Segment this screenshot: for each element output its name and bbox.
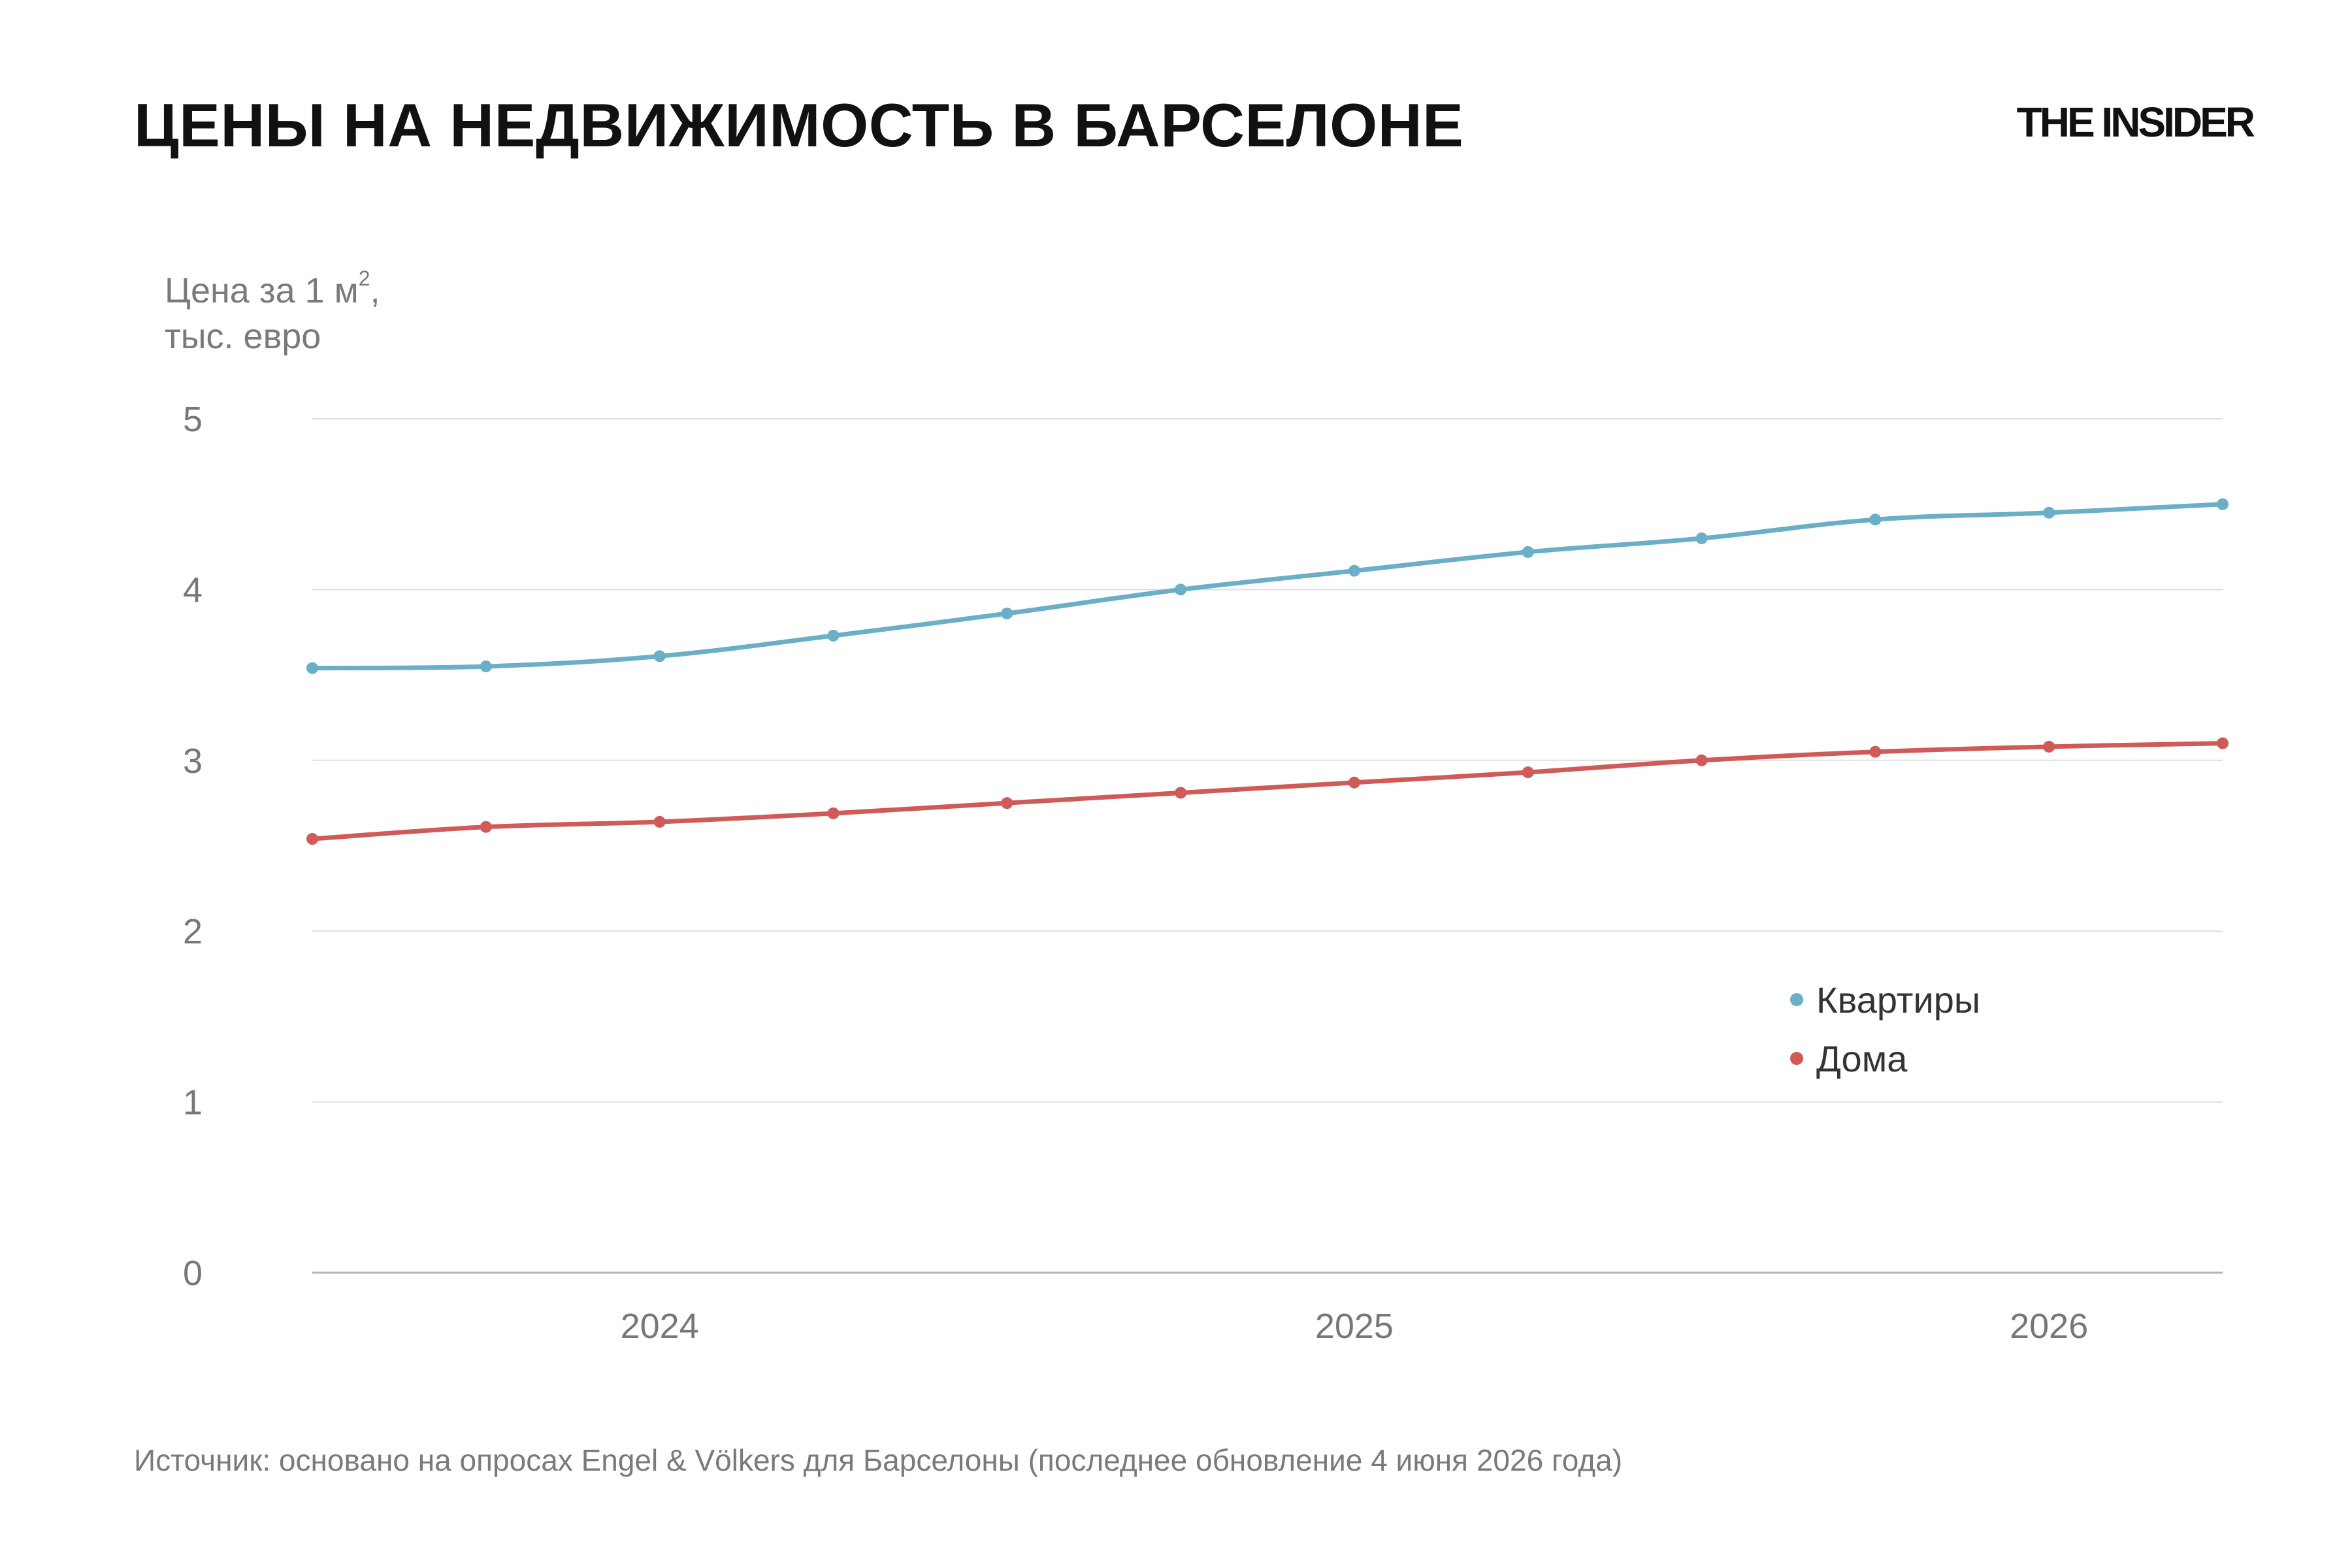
y-axis-label-superscript: 2 — [358, 267, 370, 290]
data-point — [1175, 583, 1187, 596]
data-point — [653, 815, 666, 828]
brand-logo: THE INSIDER — [2016, 99, 2255, 146]
legend-label: Квартиры — [1816, 979, 1980, 1021]
data-point — [2217, 498, 2229, 510]
data-point — [1522, 546, 1534, 558]
series-line — [310, 741, 2225, 841]
y-tick-label: 2 — [183, 912, 203, 951]
x-tick-label: 2025 — [1315, 1307, 1394, 1346]
x-tick-labels: 2024 2025 2026 — [621, 1307, 2089, 1346]
data-point — [653, 650, 666, 662]
legend: Квартиры Дома — [1790, 979, 1980, 1079]
y-tick-label: 0 — [183, 1254, 203, 1293]
data-point — [306, 833, 318, 845]
page-title: ЦЕНЫ НА НЕДВИЖИМОСТЬ В БАРСЕЛОНЕ — [134, 91, 1464, 159]
data-point — [1869, 745, 1882, 758]
data-point — [1001, 607, 1013, 619]
legend-label: Дома — [1816, 1038, 1908, 1079]
data-point — [827, 807, 840, 819]
legend-marker — [1790, 1052, 1803, 1065]
y-axis-label: Цена за 1 м2, тыс. евро — [165, 268, 380, 359]
y-axis-label-unit: тыс. евро — [165, 317, 321, 356]
source-note: Источник: основано на опросах Engel & Vö… — [134, 1443, 1623, 1477]
y-tick-labels: 0 1 2 3 4 5 — [183, 400, 203, 1293]
series-houses — [306, 737, 2229, 845]
data-point — [480, 661, 492, 673]
x-tick-label: 2024 — [621, 1307, 699, 1346]
y-tick-label: 3 — [183, 742, 203, 781]
legend-marker — [1790, 993, 1803, 1006]
series-group — [306, 498, 2229, 845]
data-point — [1695, 754, 1708, 766]
data-point — [1348, 776, 1360, 789]
data-point — [1695, 532, 1708, 544]
series-apartments — [306, 498, 2229, 674]
data-point — [827, 629, 840, 642]
y-tick-label: 1 — [183, 1083, 203, 1122]
data-point — [2043, 740, 2055, 753]
data-point — [2043, 506, 2055, 519]
data-point — [480, 821, 492, 833]
x-tick-label: 2026 — [2010, 1307, 2088, 1346]
data-point — [1348, 564, 1360, 577]
y-axis-label-comma: , — [370, 271, 380, 310]
y-axis-label-text: Цена за 1 м — [165, 271, 359, 310]
series-line — [310, 502, 2225, 671]
data-point — [1869, 514, 1882, 526]
y-tick-label: 5 — [183, 400, 203, 439]
y-tick-label: 4 — [183, 570, 203, 610]
data-point — [1522, 766, 1534, 779]
data-point — [1001, 797, 1013, 809]
grid-lines — [312, 418, 2223, 1274]
data-point — [1175, 787, 1187, 799]
data-point — [306, 662, 318, 674]
data-point — [2217, 737, 2229, 749]
